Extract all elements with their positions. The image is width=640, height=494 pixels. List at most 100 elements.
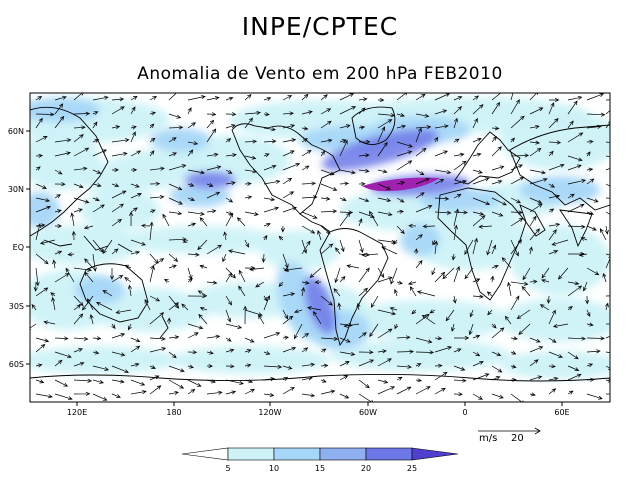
wind-vector-arrow <box>320 243 334 255</box>
wind-vector-arrow <box>396 335 411 340</box>
colorbar-left-triangle <box>181 447 229 461</box>
colorbar-bin-15-20 <box>319 447 367 461</box>
wind-vector-arrow <box>301 211 318 219</box>
wind-vector-arrow <box>415 386 431 395</box>
wind-vector-arrow <box>187 149 194 157</box>
wind-vector-arrow <box>187 389 196 395</box>
wind-vector-arrow <box>206 119 215 129</box>
wind-vector-arrow <box>228 249 246 255</box>
wind-vector-arrow <box>149 111 156 116</box>
wind-vector-arrow <box>377 349 387 354</box>
wind-vector-arrow <box>168 183 183 191</box>
wind-vector-arrow <box>358 379 370 389</box>
wind-vector-arrow <box>149 375 160 381</box>
wind-vector-arrow <box>263 139 277 144</box>
wind-vector-arrow <box>578 252 588 257</box>
wind-vector-arrow <box>548 250 559 255</box>
wind-vector-arrow <box>358 181 366 187</box>
wind-vector-arrow <box>244 195 253 200</box>
wind-vector-arrow <box>549 97 560 103</box>
colorbar-label-10: 10 <box>269 464 279 473</box>
wind-vector-arrow <box>320 108 332 115</box>
wind-vector-arrow <box>434 210 452 215</box>
wind-vector-arrow <box>491 351 502 357</box>
wind-vector-arrow <box>43 320 56 325</box>
colorbar-right-triangle <box>411 447 459 461</box>
wind-vector-arrow <box>431 267 436 276</box>
wind-vector-arrow <box>377 328 393 339</box>
wind-vector-arrow <box>396 160 413 171</box>
wind-vector-arrow <box>225 337 232 342</box>
wind-vector-arrow <box>548 222 561 227</box>
wind-vector-arrow <box>168 264 177 269</box>
wind-vector-arrow <box>244 169 258 174</box>
shading-region <box>30 130 100 190</box>
wind-vector-arrow <box>491 264 499 269</box>
wind-vector-arrow <box>111 351 126 357</box>
wind-vector-arrow <box>358 211 375 218</box>
wind-vector-arrow <box>396 181 406 186</box>
wind-vector-arrow <box>149 336 166 341</box>
wind-vector-arrow <box>548 376 559 381</box>
wind-vector-arrow <box>586 363 594 368</box>
shading-region <box>410 210 530 270</box>
wind-vector-arrow <box>168 351 177 359</box>
wind-vector-arrow <box>548 150 554 157</box>
wind-vector-arrow <box>35 112 55 117</box>
wind-vector-arrow <box>333 288 341 297</box>
wind-vector-arrow <box>507 281 512 297</box>
wind-vector-arrow <box>282 162 301 171</box>
wind-vector-arrow <box>238 269 246 283</box>
wind-vector-arrow <box>225 197 234 203</box>
wind-vector-arrow <box>605 99 610 101</box>
wind-vector-arrow <box>548 364 556 369</box>
jet-core-maximum <box>362 177 440 192</box>
wind-vector-arrow <box>567 336 587 341</box>
wind-vector-arrow <box>339 139 347 143</box>
wind-vector-arrow <box>529 215 537 227</box>
wind-vector-arrow <box>35 363 43 368</box>
wind-vector-arrow <box>130 379 146 386</box>
wind-vector-arrow <box>263 153 270 158</box>
wind-vector-arrow <box>263 127 277 132</box>
wind-vector-arrow <box>320 120 332 129</box>
wind-vector-arrow <box>491 146 502 157</box>
wind-vector-arrow <box>548 208 555 213</box>
wind-vector-arrow <box>39 239 56 245</box>
wind-vector-arrow <box>33 281 38 292</box>
shading-region <box>80 190 160 230</box>
wind-vector-arrow <box>529 337 541 343</box>
wind-vector-arrow <box>168 164 187 171</box>
wind-vector-arrow <box>124 277 132 283</box>
wind-vector-arrow <box>167 317 172 325</box>
wind-vector-arrow <box>282 138 297 143</box>
wind-vector-arrow <box>390 267 398 285</box>
wind-vector-arrow <box>464 239 474 256</box>
wind-vector-arrow <box>128 211 134 227</box>
wind-vector-arrow <box>491 393 504 399</box>
wind-vector-arrow <box>127 323 132 331</box>
wind-vector-arrow <box>197 290 208 297</box>
wind-vector-arrow <box>453 224 458 241</box>
wind-vector-arrow <box>35 267 40 287</box>
longitude-axis: 120E 180 120W 60W 0 60E <box>67 402 570 417</box>
wind-vector-arrow <box>567 305 573 311</box>
wind-vector-arrow <box>453 106 463 115</box>
wind-vector-arrow <box>111 333 126 339</box>
wind-vector-arrow <box>54 209 62 214</box>
wind-vector-arrow <box>490 275 495 283</box>
wind-vector-arrow <box>249 267 265 272</box>
wind-vector-arrow <box>263 332 281 339</box>
wind-vector-arrow <box>127 284 132 297</box>
wind-vector-arrow <box>92 350 100 355</box>
wind-vector-arrow <box>130 239 146 246</box>
wind-vector-arrow <box>396 376 403 381</box>
wind-vector-arrow <box>339 337 351 343</box>
shading-region <box>420 188 500 212</box>
wind-vector-arrow <box>605 167 610 171</box>
wind-vector-arrow <box>263 376 275 382</box>
wind-vector-arrow <box>586 197 599 203</box>
shading-region <box>500 298 610 342</box>
wind-vector-arrow <box>244 139 258 144</box>
wind-vector-arrow <box>54 138 72 143</box>
